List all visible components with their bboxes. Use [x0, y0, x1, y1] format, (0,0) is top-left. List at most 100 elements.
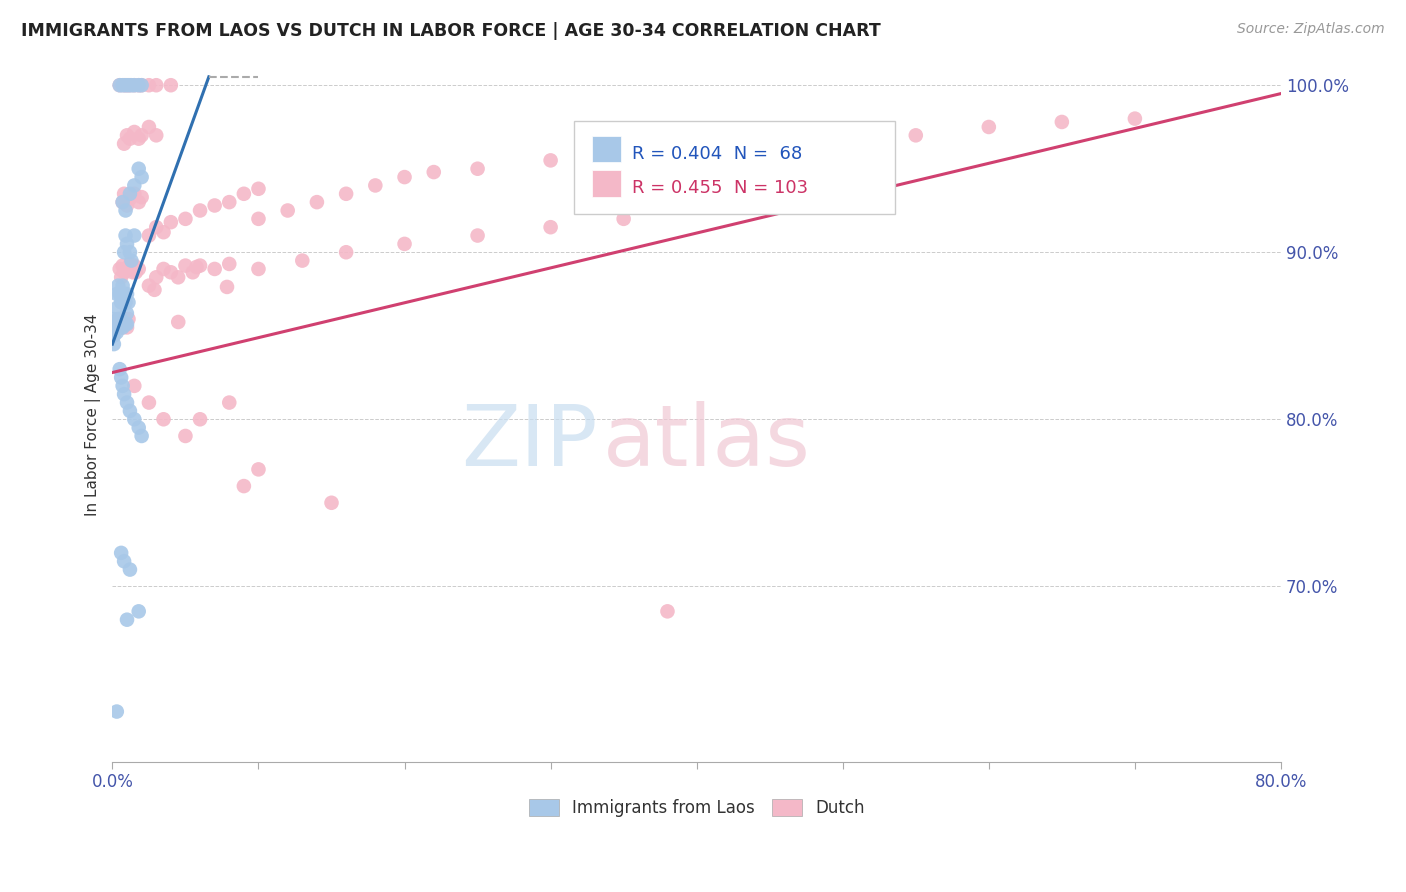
- Point: [174, 211, 197, 226]
- Point: [218, 257, 240, 271]
- Point: [114, 317, 136, 331]
- Point: [111, 195, 134, 210]
- Point: [423, 165, 446, 179]
- Point: [104, 317, 127, 331]
- Point: [128, 78, 150, 93]
- Point: [111, 379, 134, 393]
- Point: [115, 236, 138, 251]
- Point: [107, 317, 129, 331]
- Point: [103, 337, 125, 351]
- Point: [335, 186, 357, 201]
- Point: [124, 379, 146, 393]
- Point: [321, 496, 343, 510]
- Point: [467, 161, 489, 176]
- Point: [112, 317, 135, 331]
- Point: [215, 280, 238, 294]
- Point: [115, 317, 138, 331]
- Point: [124, 259, 146, 273]
- Point: [686, 145, 709, 159]
- Point: [152, 262, 174, 277]
- Point: [108, 317, 131, 331]
- Point: [112, 287, 135, 301]
- Point: [977, 120, 1000, 134]
- Text: IMMIGRANTS FROM LAOS VS DUTCH IN LABOR FORCE | AGE 30-34 CORRELATION CHART: IMMIGRANTS FROM LAOS VS DUTCH IN LABOR F…: [21, 22, 880, 40]
- Point: [152, 412, 174, 426]
- Point: [108, 320, 131, 334]
- Point: [118, 192, 141, 206]
- Point: [218, 195, 240, 210]
- Point: [394, 170, 416, 185]
- Point: [247, 211, 270, 226]
- Point: [108, 78, 131, 93]
- Point: [128, 78, 150, 93]
- Point: [115, 78, 138, 93]
- Y-axis label: In Labor Force | Age 30-34: In Labor Force | Age 30-34: [86, 314, 101, 516]
- Point: [118, 404, 141, 418]
- Bar: [592, 136, 620, 162]
- Point: [143, 283, 166, 297]
- Point: [118, 245, 141, 260]
- Point: [125, 265, 148, 279]
- Point: [335, 245, 357, 260]
- Point: [115, 128, 138, 143]
- Point: [121, 265, 143, 279]
- Point: [128, 420, 150, 434]
- Point: [111, 320, 134, 334]
- Point: [152, 225, 174, 239]
- Point: [204, 198, 226, 212]
- Point: [110, 312, 132, 326]
- Point: [124, 178, 146, 193]
- Point: [613, 211, 636, 226]
- Point: [232, 186, 254, 201]
- Point: [657, 604, 679, 618]
- Point: [112, 387, 135, 401]
- Point: [128, 262, 150, 277]
- Point: [131, 190, 153, 204]
- Point: [110, 270, 132, 285]
- Point: [118, 563, 141, 577]
- Point: [186, 260, 208, 274]
- Text: Source: ZipAtlas.com: Source: ZipAtlas.com: [1237, 22, 1385, 37]
- Point: [218, 395, 240, 409]
- Point: [105, 317, 128, 331]
- Point: [124, 78, 146, 93]
- Point: [831, 131, 853, 145]
- Point: [103, 320, 125, 334]
- Point: [103, 328, 125, 343]
- Point: [117, 78, 139, 93]
- Point: [124, 412, 146, 426]
- Point: [540, 153, 562, 168]
- Point: [291, 253, 314, 268]
- Point: [114, 228, 136, 243]
- Point: [108, 317, 131, 331]
- Point: [188, 412, 211, 426]
- Point: [112, 136, 135, 151]
- Point: [105, 320, 128, 334]
- Point: [138, 120, 160, 134]
- Point: [114, 317, 136, 331]
- Point: [114, 295, 136, 310]
- Point: [118, 257, 141, 271]
- Point: [131, 429, 153, 443]
- Point: [145, 128, 167, 143]
- Point: [111, 259, 134, 273]
- Point: [110, 546, 132, 560]
- Point: [394, 236, 416, 251]
- Point: [128, 195, 150, 210]
- Point: [131, 170, 153, 185]
- Text: atlas: atlas: [603, 401, 811, 484]
- Point: [105, 301, 128, 315]
- Point: [110, 317, 132, 331]
- Point: [117, 295, 139, 310]
- Point: [110, 295, 132, 310]
- Point: [103, 312, 125, 326]
- Point: [128, 161, 150, 176]
- Point: [904, 128, 927, 143]
- Text: R = 0.455  N = 103: R = 0.455 N = 103: [633, 179, 808, 197]
- Point: [111, 195, 134, 210]
- Point: [105, 287, 128, 301]
- Point: [204, 262, 226, 277]
- Point: [112, 554, 135, 568]
- Point: [364, 178, 387, 193]
- Point: [118, 78, 141, 93]
